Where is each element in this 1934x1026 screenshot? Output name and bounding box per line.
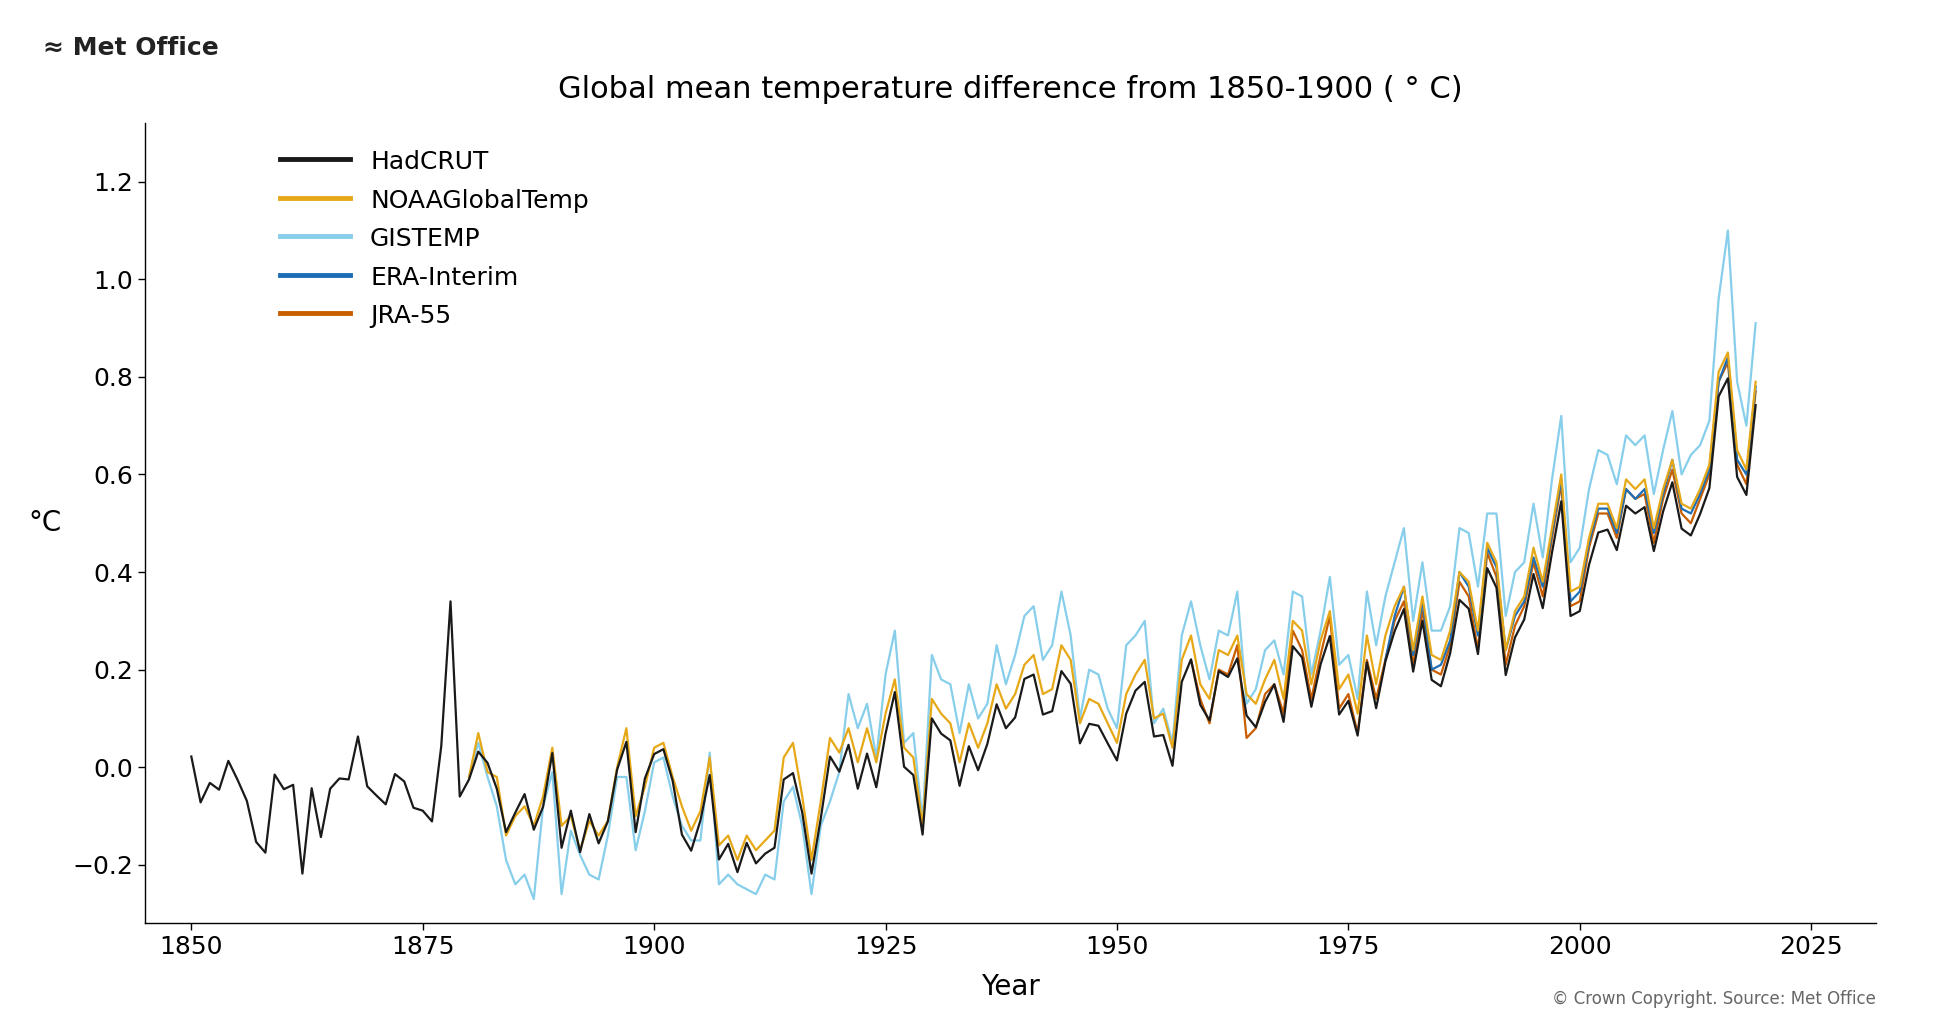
Text: ≈ Met Office: ≈ Met Office bbox=[43, 36, 219, 60]
X-axis label: Year: Year bbox=[981, 973, 1040, 1001]
Legend: HadCRUT, NOAAGlobalTemp, GISTEMP, ERA-Interim, JRA-55: HadCRUT, NOAAGlobalTemp, GISTEMP, ERA-In… bbox=[271, 140, 600, 339]
Title: Global mean temperature difference from 1850-1900 ( ° C): Global mean temperature difference from … bbox=[559, 75, 1462, 104]
Text: © Crown Copyright. Source: Met Office: © Crown Copyright. Source: Met Office bbox=[1553, 989, 1876, 1008]
Y-axis label: °C: °C bbox=[27, 509, 62, 538]
